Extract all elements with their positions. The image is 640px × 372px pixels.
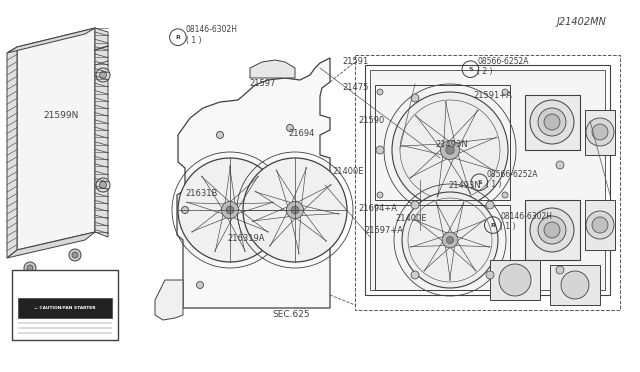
- Circle shape: [402, 192, 498, 288]
- Circle shape: [442, 232, 458, 248]
- Text: 08146-6302H
( 1 ): 08146-6302H ( 1 ): [186, 25, 237, 45]
- Circle shape: [440, 141, 460, 160]
- Text: S: S: [477, 180, 482, 185]
- Circle shape: [72, 252, 78, 258]
- Text: ⚠ CAUTION/FAN STARTER: ⚠ CAUTION/FAN STARTER: [34, 306, 96, 310]
- Circle shape: [221, 201, 239, 219]
- Circle shape: [178, 158, 282, 262]
- Circle shape: [243, 158, 347, 262]
- Text: J21402MN: J21402MN: [557, 17, 607, 26]
- Circle shape: [99, 71, 106, 78]
- Circle shape: [502, 89, 508, 95]
- Circle shape: [499, 264, 531, 296]
- Text: 21493N: 21493N: [448, 181, 481, 190]
- Circle shape: [196, 282, 204, 289]
- Polygon shape: [12, 270, 118, 340]
- Circle shape: [287, 125, 294, 131]
- Polygon shape: [17, 28, 95, 250]
- Circle shape: [592, 217, 608, 233]
- Text: R: R: [175, 35, 180, 40]
- Text: 21694+A: 21694+A: [358, 204, 397, 213]
- Circle shape: [530, 100, 574, 144]
- Circle shape: [96, 68, 110, 82]
- Circle shape: [24, 262, 36, 274]
- Circle shape: [291, 206, 299, 214]
- Polygon shape: [95, 28, 108, 237]
- Text: 21590: 21590: [358, 116, 385, 125]
- Polygon shape: [490, 260, 540, 300]
- Polygon shape: [7, 47, 17, 258]
- Circle shape: [592, 124, 608, 140]
- Circle shape: [376, 146, 384, 154]
- Circle shape: [561, 271, 589, 299]
- Polygon shape: [525, 200, 580, 260]
- Circle shape: [544, 222, 560, 238]
- Polygon shape: [177, 58, 330, 308]
- Circle shape: [586, 211, 614, 239]
- Circle shape: [486, 201, 494, 209]
- Polygon shape: [585, 110, 615, 155]
- Text: 21597: 21597: [250, 79, 276, 88]
- Circle shape: [556, 161, 564, 169]
- Polygon shape: [370, 70, 605, 290]
- Circle shape: [502, 192, 508, 198]
- Polygon shape: [585, 200, 615, 250]
- Polygon shape: [7, 28, 95, 53]
- Text: SEC.625: SEC.625: [272, 310, 310, 319]
- Circle shape: [182, 206, 189, 214]
- Circle shape: [226, 206, 234, 214]
- Circle shape: [377, 192, 383, 198]
- Text: 08566-6252A
( 2 ): 08566-6252A ( 2 ): [477, 57, 529, 76]
- Circle shape: [486, 271, 494, 279]
- Text: S: S: [468, 67, 473, 72]
- Circle shape: [445, 146, 454, 154]
- Circle shape: [99, 182, 106, 189]
- Text: 21599N: 21599N: [44, 111, 79, 120]
- Text: 21493N: 21493N: [435, 140, 468, 149]
- Text: 21694: 21694: [288, 129, 314, 138]
- Text: R: R: [490, 222, 495, 228]
- Circle shape: [538, 216, 566, 244]
- Circle shape: [216, 131, 223, 138]
- Circle shape: [377, 89, 383, 95]
- Circle shape: [586, 118, 614, 146]
- Circle shape: [556, 266, 564, 274]
- Text: 21591: 21591: [342, 57, 369, 66]
- Text: 21631B: 21631B: [186, 189, 218, 198]
- Circle shape: [286, 201, 303, 219]
- Text: 08146-6302H
( 1 ): 08146-6302H ( 1 ): [500, 212, 552, 231]
- Circle shape: [96, 178, 110, 192]
- Polygon shape: [155, 280, 183, 320]
- Circle shape: [530, 208, 574, 252]
- Polygon shape: [250, 60, 295, 78]
- Text: 21591+A: 21591+A: [474, 92, 513, 100]
- Circle shape: [411, 94, 419, 102]
- Polygon shape: [7, 232, 95, 258]
- Text: 216319A: 216319A: [227, 234, 265, 243]
- Circle shape: [27, 265, 33, 271]
- Polygon shape: [525, 95, 580, 150]
- Circle shape: [69, 249, 81, 261]
- Circle shape: [411, 201, 419, 209]
- Circle shape: [411, 271, 419, 279]
- Text: 21400E: 21400E: [333, 167, 364, 176]
- Polygon shape: [18, 298, 112, 318]
- Text: 21597+A: 21597+A: [365, 226, 404, 235]
- Circle shape: [392, 92, 508, 208]
- Circle shape: [447, 237, 454, 244]
- Text: 21400E: 21400E: [396, 214, 427, 223]
- Circle shape: [538, 108, 566, 136]
- Circle shape: [544, 114, 560, 130]
- Polygon shape: [550, 265, 600, 305]
- Text: 21475: 21475: [342, 83, 369, 92]
- Text: 08566-6252A
( 1 ): 08566-6252A ( 1 ): [486, 170, 538, 189]
